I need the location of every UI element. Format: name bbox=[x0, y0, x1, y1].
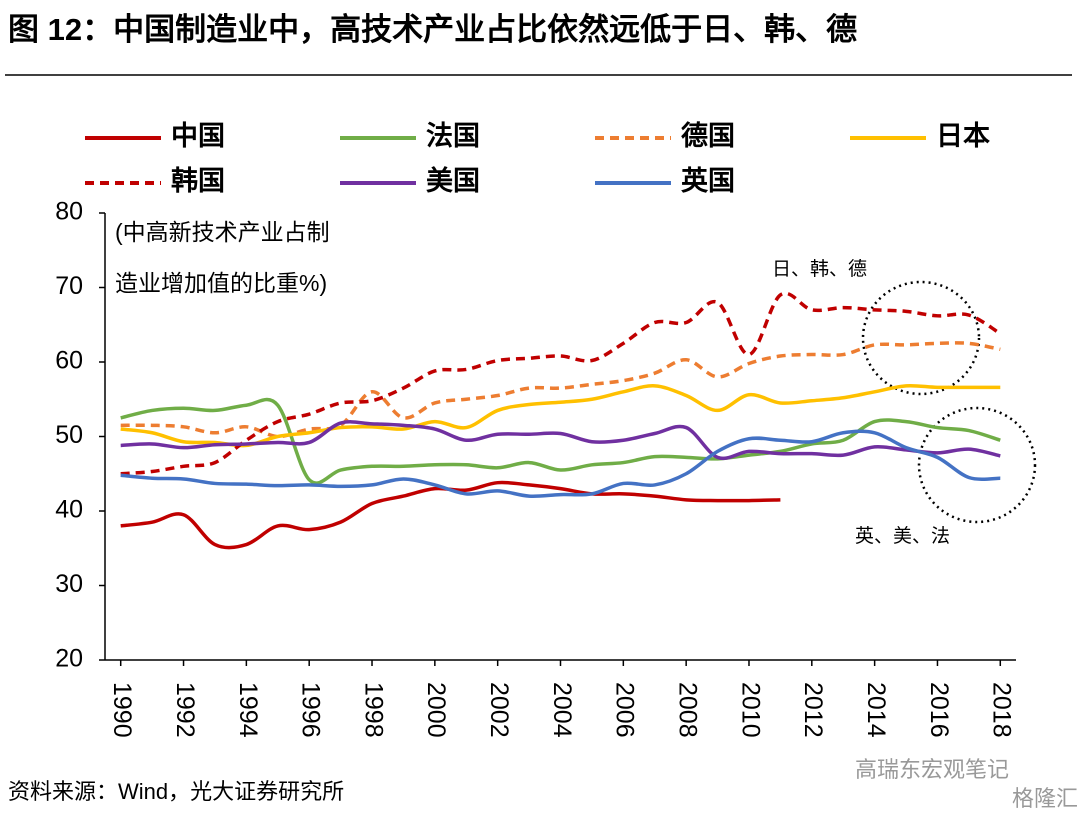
y-tick-label: 40 bbox=[55, 496, 83, 524]
x-tick-label: 1998 bbox=[359, 682, 387, 738]
x-tick-label: 2016 bbox=[925, 682, 953, 738]
series-line bbox=[120, 397, 1001, 485]
annotation: 英、美、法 bbox=[855, 525, 950, 547]
series-line bbox=[120, 429, 1001, 498]
legend-label: 法国 bbox=[426, 121, 480, 151]
y-tick-label: 60 bbox=[55, 347, 83, 375]
x-tick-label: 2014 bbox=[862, 682, 890, 738]
series-line bbox=[120, 291, 1002, 476]
y-tick-label: 30 bbox=[55, 570, 83, 598]
x-tick-label: 2000 bbox=[422, 682, 450, 738]
series-line bbox=[120, 341, 1001, 439]
legend-label: 日本 bbox=[936, 121, 990, 151]
x-tick-label: 1996 bbox=[297, 682, 325, 738]
legend-label: 美国 bbox=[426, 165, 480, 196]
series-line bbox=[120, 480, 781, 550]
x-tick-label: 2018 bbox=[988, 682, 1016, 738]
legend-label: 英国 bbox=[681, 166, 735, 196]
x-tick-label: 1992 bbox=[171, 682, 199, 738]
x-tick-label: 2002 bbox=[485, 682, 513, 738]
axis-note: 造业增加值的比重%) bbox=[115, 270, 327, 296]
y-tick-label: 50 bbox=[55, 421, 83, 449]
x-tick-label: 2006 bbox=[611, 682, 639, 738]
x-tick-label: 1994 bbox=[234, 682, 262, 738]
x-tick-label: 2010 bbox=[736, 682, 764, 738]
highlight-circle bbox=[917, 406, 1037, 524]
x-tick-label: 1990 bbox=[108, 682, 136, 738]
series-line bbox=[120, 420, 1001, 461]
x-tick-label: 2012 bbox=[799, 682, 827, 738]
axis-note: (中高新技术产业占制 bbox=[115, 219, 330, 245]
x-tick-label: 2004 bbox=[548, 682, 576, 738]
legend-label: 韩国 bbox=[171, 166, 225, 196]
legend-label: 德国 bbox=[681, 121, 735, 151]
annotation: 日、韩、德 bbox=[772, 258, 867, 280]
y-tick-label: 20 bbox=[55, 645, 83, 673]
watermark: 高瑞东宏观笔记 bbox=[855, 757, 1009, 782]
source: 资料来源：Wind，光大证券研究所 bbox=[8, 779, 344, 804]
y-tick-label: 70 bbox=[55, 272, 83, 300]
highlight-circle bbox=[861, 280, 981, 396]
series-line bbox=[120, 383, 1001, 448]
watermark: 格隆汇 bbox=[1012, 786, 1078, 811]
legend-label: 中国 bbox=[171, 121, 225, 151]
chart-title: 图 12：中国制造业中，高技术产业占比依然远低于日、韩、德 bbox=[8, 12, 857, 47]
y-tick-label: 80 bbox=[55, 198, 83, 226]
x-tick-label: 2008 bbox=[674, 682, 702, 738]
